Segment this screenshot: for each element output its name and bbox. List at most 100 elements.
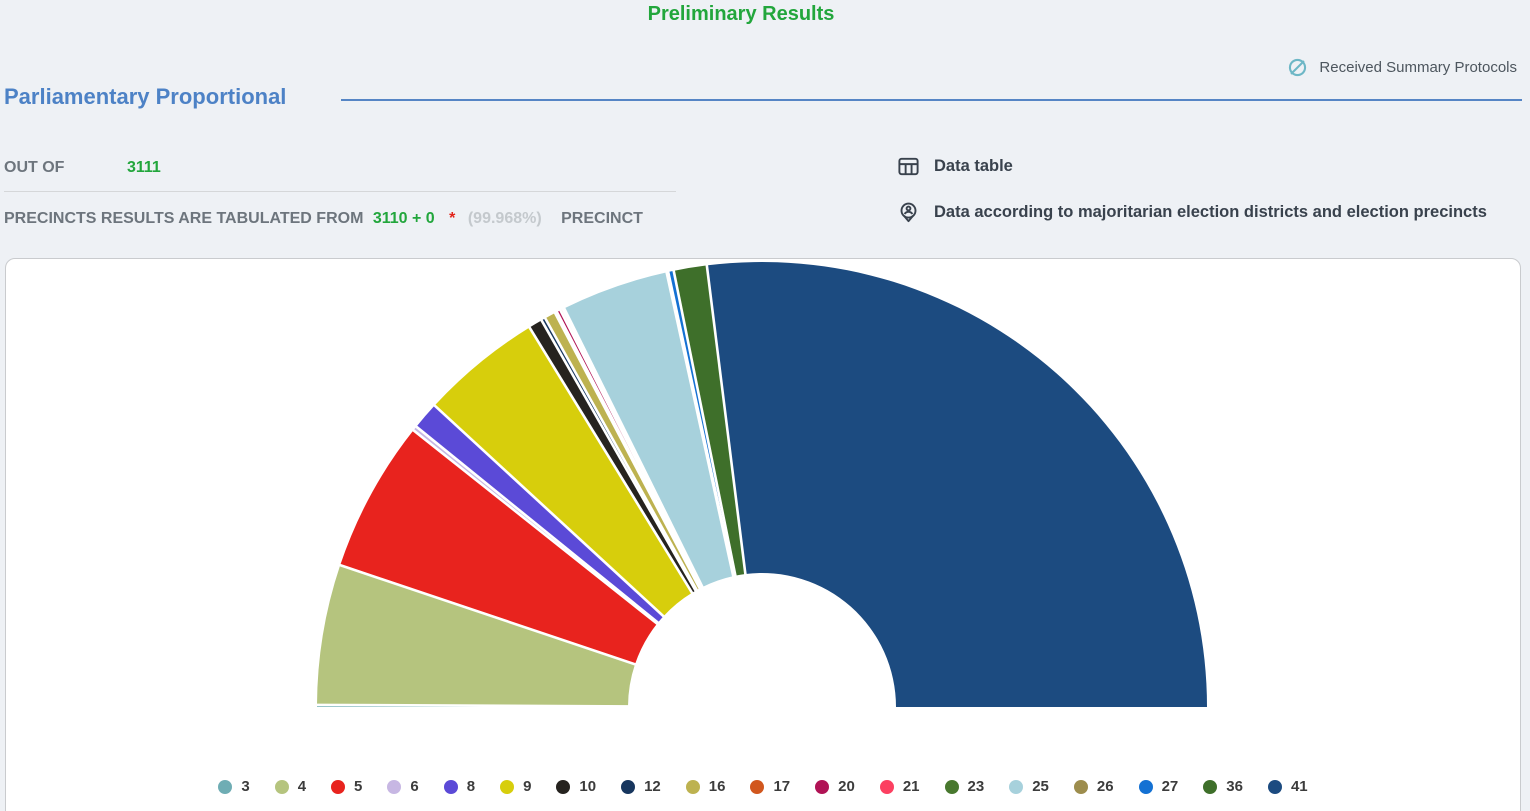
legend-item-27: 27 <box>1138 778 1179 795</box>
stats-divider <box>4 191 676 192</box>
segment-separator <box>672 268 738 579</box>
legend-dot-9 <box>500 779 515 794</box>
legend-dot-41 <box>1267 779 1282 794</box>
legend-label-3: 3 <box>241 778 250 795</box>
legend-dot-36 <box>1203 779 1218 794</box>
chart-segment-25[interactable] <box>564 272 734 587</box>
legend-item-10: 10 <box>556 778 596 795</box>
chart-segment-9[interactable] <box>434 327 693 617</box>
legend-dot-4 <box>274 779 289 794</box>
legend-label-36: 36 <box>1226 778 1243 795</box>
legend-label-10: 10 <box>579 778 597 795</box>
legend-label-27: 27 <box>1161 778 1179 795</box>
received-summary-protocols-label: Received Summary Protocols <box>1319 59 1517 76</box>
half-donut-chart[interactable] <box>6 259 1519 811</box>
legend-label-17: 17 <box>773 778 791 795</box>
data-table-icon <box>897 155 920 178</box>
page-title: Preliminary Results <box>647 3 835 25</box>
segment-separator <box>562 306 705 591</box>
legend-item-36: 36 <box>1203 778 1243 795</box>
legend-label-20: 20 <box>838 778 855 795</box>
legend-label-4: 4 <box>297 778 307 795</box>
legend-label-6: 6 <box>410 778 419 795</box>
received-summary-protocols-link[interactable]: Received Summary Protocols <box>1287 57 1517 78</box>
legend-dot-5 <box>331 779 346 794</box>
segment-separator <box>543 315 700 594</box>
segment-separator <box>666 269 736 580</box>
legend-label-23: 23 <box>967 778 985 795</box>
side-actions: Data table Data according to majoritaria… <box>897 154 1487 246</box>
legend-item-16: 16 <box>685 778 726 795</box>
legend-item-23: 23 <box>944 778 985 795</box>
section-title: Parliamentary Proportional <box>4 84 287 109</box>
legend-dot-17 <box>750 779 765 794</box>
legend-item-25: 25 <box>1009 778 1049 795</box>
segment-separator <box>539 318 699 594</box>
segment-separator <box>554 309 703 592</box>
segment-separator <box>414 424 662 626</box>
legend-item-5: 5 <box>331 778 362 795</box>
legend-item-12: 12 <box>621 778 661 795</box>
chart-segment-41[interactable] <box>706 261 1207 707</box>
segment-separator <box>432 403 667 620</box>
section-divider-line <box>341 99 1522 101</box>
legend-item-21: 21 <box>879 778 920 795</box>
legend-dot-21 <box>879 779 894 794</box>
asterisk-note: * <box>449 210 456 227</box>
legend-dot-25 <box>1009 779 1024 794</box>
legend-dot-16 <box>685 779 700 794</box>
legend-dot-12 <box>621 779 636 794</box>
segment-separator <box>314 703 632 708</box>
majoritarian-data-link[interactable]: Data according to majoritarian election … <box>897 200 1487 224</box>
legend-item-20: 20 <box>815 778 855 795</box>
legend-dot-20 <box>815 779 830 794</box>
legend-item-6: 6 <box>387 778 419 795</box>
legend-item-41: 41 <box>1267 778 1308 795</box>
precincts-tabulated-label: PRECINCTS RESULTS ARE TABULATED FROM <box>4 210 364 227</box>
precinct-label: PRECINCT <box>561 210 643 227</box>
legend-dot-27 <box>1138 779 1153 794</box>
legend-item-3: 3 <box>218 778 250 795</box>
legend-dot-8 <box>443 779 458 794</box>
chart-segment-8[interactable] <box>416 405 664 623</box>
legend-dot-23 <box>944 779 959 794</box>
out-of-value: 3111 <box>127 159 161 176</box>
segment-separator <box>337 563 639 667</box>
data-table-label: Data table <box>934 156 1013 175</box>
precincts-tabulated-percent: (99.968%) <box>467 210 542 227</box>
chart-segment-36[interactable] <box>673 265 746 576</box>
data-table-link[interactable]: Data table <box>897 154 1487 178</box>
legend-label-21: 21 <box>902 778 920 795</box>
chart-segment-16[interactable] <box>545 313 700 590</box>
legend-label-25: 25 <box>1032 778 1049 795</box>
precincts-tabulated-value: 3110 + 0 <box>372 210 435 227</box>
legend-label-5: 5 <box>354 778 363 795</box>
legend-item-9: 9 <box>500 778 531 795</box>
out-of-row: OUT OF 3111 <box>4 159 161 177</box>
legend-dot-10 <box>556 779 571 794</box>
legend-label-41: 41 <box>1290 778 1308 795</box>
link-icon <box>1287 57 1308 78</box>
legend-label-16: 16 <box>708 778 726 795</box>
legend-item-8: 8 <box>443 778 476 795</box>
chart-segment-10[interactable] <box>529 320 696 593</box>
chart-segment-5[interactable] <box>340 430 658 665</box>
out-of-label: OUT OF <box>4 159 65 176</box>
results-card: 3 4 5 6 8 9 10 12 16 17 20 21 23 25 26 27 36 41 <box>5 258 1521 811</box>
legend-item-26: 26 <box>1073 778 1114 795</box>
segment-separator <box>527 325 695 596</box>
legend-dot-3 <box>218 779 233 794</box>
legend-label-8: 8 <box>466 778 476 795</box>
segment-separator <box>705 263 748 578</box>
legend-item-4: 4 <box>274 778 307 795</box>
legend-item-17: 17 <box>750 778 790 795</box>
segment-separator <box>411 428 661 627</box>
precincts-tabulated-row: PRECINCTS RESULTS ARE TABULATED FROM 311… <box>4 210 643 228</box>
legend-dot-26 <box>1073 779 1088 794</box>
legend-label-9: 9 <box>523 778 532 795</box>
legend-dot-6 <box>387 779 402 794</box>
chart-legend: 3 4 5 6 8 9 10 12 16 17 20 21 23 25 26 27 36 41 <box>6 778 1520 795</box>
chart-segment-4[interactable] <box>317 565 635 707</box>
legend-label-26: 26 <box>1096 778 1114 795</box>
location-pin-icon <box>897 201 920 224</box>
